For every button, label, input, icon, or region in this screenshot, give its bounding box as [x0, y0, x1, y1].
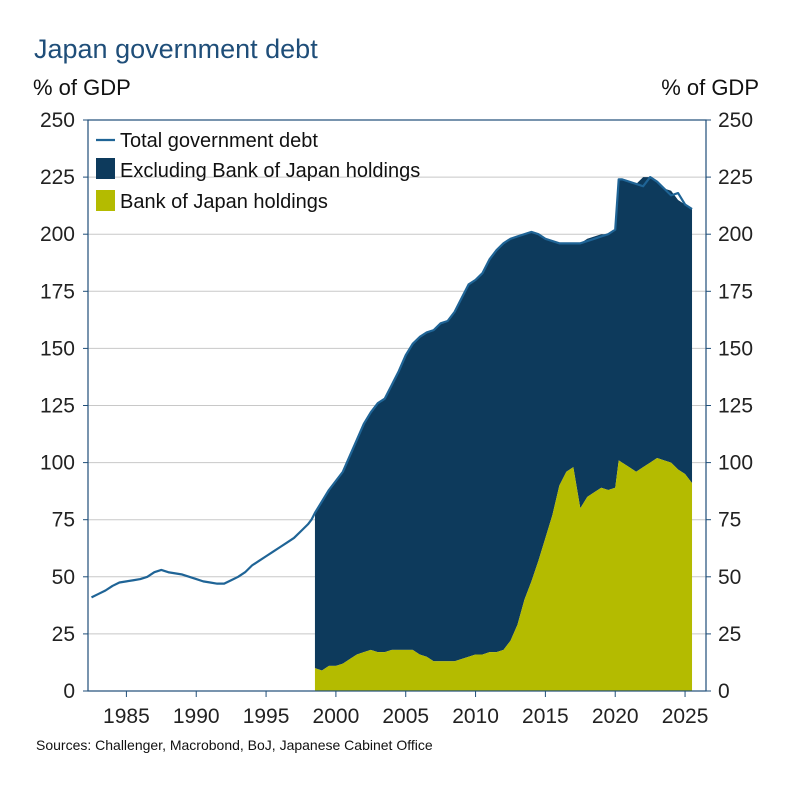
legend-swatch-excluding-boj	[96, 158, 115, 179]
line-series	[91, 176, 693, 599]
y-tick-label-left: 200	[40, 223, 75, 246]
y-tick-label-left: 225	[40, 166, 75, 189]
axis-ticks: 0 0 25 25 50 50 75 75 100 100 125 125 150 150 175 175 20…	[40, 109, 753, 728]
y-tick-label-left: 75	[52, 509, 75, 532]
y-tick-label-right: 250	[718, 109, 753, 132]
x-tick-label: 2010	[452, 705, 499, 728]
y-tick-label-left: 250	[40, 109, 75, 132]
chart-title: Japan government debt	[34, 34, 318, 64]
y-tick-label-left: 0	[63, 680, 75, 703]
y-tick-label-left: 100	[40, 452, 75, 475]
x-tick-label: 2015	[522, 705, 569, 728]
total-debt-line	[91, 176, 693, 599]
y-tick-label-right: 225	[718, 166, 753, 189]
legend-label-total: Total government debt	[120, 130, 318, 152]
y-tick-label-right: 200	[718, 223, 753, 246]
y-tick-label-right: 150	[718, 337, 753, 360]
legend-label-excluding-boj: Excluding Bank of Japan holdings	[120, 160, 420, 182]
area-series	[314, 177, 693, 691]
left-axis-unit: % of GDP	[33, 75, 131, 100]
x-tick-label: 1985	[103, 705, 150, 728]
x-tick-label: 2005	[382, 705, 429, 728]
source-note: Sources: Challenger, Macrobond, BoJ, Jap…	[36, 737, 433, 753]
x-tick-label: 2000	[313, 705, 360, 728]
y-tick-label-right: 175	[718, 280, 753, 303]
y-tick-label-left: 175	[40, 280, 75, 303]
x-tick-label: 2025	[662, 705, 709, 728]
boj-holdings-area	[314, 458, 693, 691]
y-tick-label-left: 125	[40, 395, 75, 418]
y-tick-label-right: 100	[718, 452, 753, 475]
legend: Total government debt Excluding Bank of J…	[96, 130, 420, 213]
legend-swatch-boj	[96, 190, 115, 211]
right-axis-unit: % of GDP	[661, 75, 759, 100]
legend-label-boj: Bank of Japan holdings	[120, 191, 328, 213]
y-tick-label-right: 25	[718, 623, 741, 646]
x-tick-label: 1995	[243, 705, 290, 728]
y-tick-label-right: 125	[718, 395, 753, 418]
y-tick-label-left: 25	[52, 623, 75, 646]
excluding-boj-area	[314, 177, 693, 671]
y-tick-label-left: 150	[40, 337, 75, 360]
x-tick-label: 2020	[592, 705, 639, 728]
x-tick-label: 1990	[173, 705, 220, 728]
y-tick-label-right: 75	[718, 509, 741, 532]
y-tick-label-left: 50	[52, 566, 75, 589]
y-tick-label-right: 0	[718, 680, 730, 703]
y-tick-label-right: 50	[718, 566, 741, 589]
